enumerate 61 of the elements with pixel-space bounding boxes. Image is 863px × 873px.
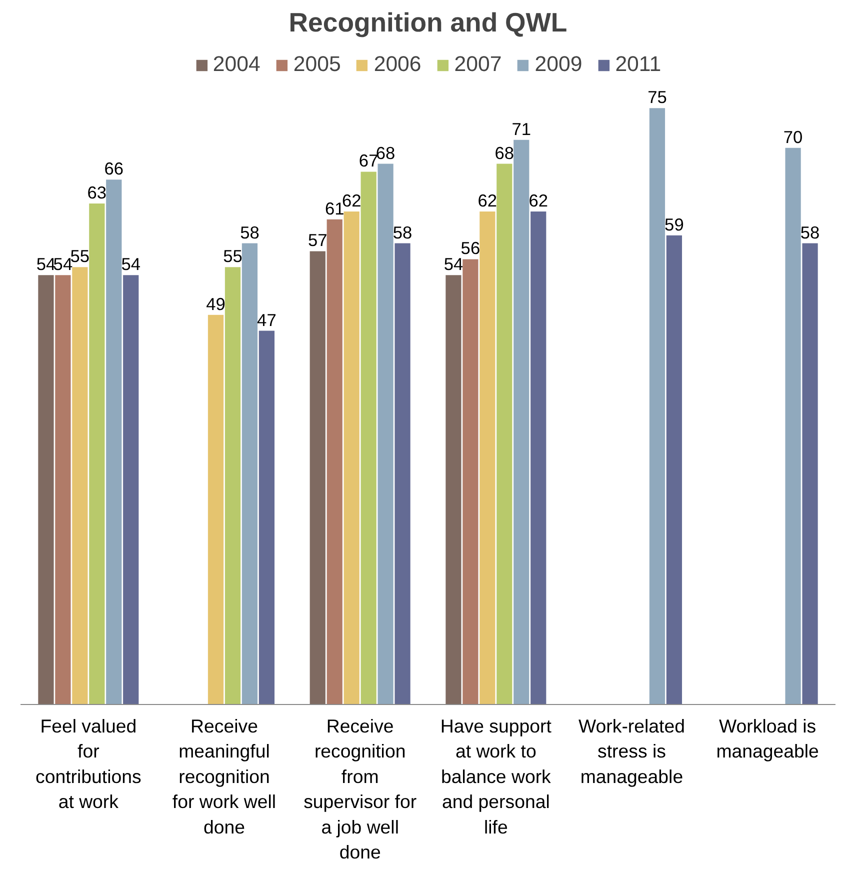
bar — [649, 108, 666, 704]
data-label: 62 — [528, 190, 548, 210]
data-label: 70 — [783, 126, 803, 147]
x-tick-label: Workload is manageable — [716, 716, 819, 762]
x-tick-label: Feel valued for contributions at work — [36, 716, 142, 812]
legend-label: 2011 — [615, 52, 662, 77]
data-label: 62 — [478, 190, 498, 210]
bar — [258, 330, 275, 704]
bar — [462, 259, 478, 704]
bar — [666, 235, 682, 704]
legend-label: 2005 — [293, 52, 341, 77]
bar — [38, 275, 54, 704]
data-label: 68 — [376, 142, 396, 163]
x-tick-label: Work-related stress is manageable — [578, 716, 685, 787]
bar — [224, 267, 241, 704]
data-label: 47 — [257, 310, 276, 330]
data-label: 54 — [444, 254, 464, 274]
bar — [496, 164, 512, 704]
data-label: 75 — [648, 87, 667, 108]
chart-title: Recognition and QWL — [288, 8, 568, 38]
bar — [378, 164, 394, 704]
bar — [72, 267, 88, 704]
data-label: 59 — [664, 214, 684, 234]
legend-label: 2004 — [212, 52, 260, 77]
bar — [242, 243, 258, 704]
x-tick-label: Have support at work to balance work and personal life — [440, 716, 552, 838]
legend-label: 2009 — [534, 52, 582, 77]
bar — [446, 275, 462, 704]
data-label: 63 — [87, 182, 107, 203]
bar — [106, 180, 122, 704]
bar — [514, 140, 530, 704]
bar — [394, 243, 410, 704]
data-label: 57 — [308, 230, 328, 250]
data-label: 62 — [342, 190, 362, 210]
data-label: 55 — [223, 246, 242, 266]
bar — [360, 172, 376, 704]
bar — [530, 211, 546, 704]
data-label: 68 — [494, 142, 514, 163]
data-label: 54 — [36, 254, 56, 274]
bar — [802, 243, 818, 704]
bar — [89, 204, 105, 704]
data-label: 71 — [512, 118, 532, 139]
legend-label: 2006 — [374, 52, 422, 77]
data-label: 54 — [121, 254, 141, 274]
bar — [785, 148, 801, 704]
x-tick-label: Receive meaningful recognition for work well done — [172, 716, 276, 838]
legend-label: 2007 — [454, 52, 502, 77]
bar — [344, 211, 360, 704]
data-label: 58 — [800, 222, 820, 242]
bar — [326, 219, 342, 704]
bar — [208, 314, 224, 704]
x-tick-label: Receive recognition from supervisor for a job well done — [304, 716, 417, 862]
bar — [480, 211, 496, 704]
data-label: 49 — [206, 294, 226, 314]
bar — [310, 251, 326, 704]
data-label: 56 — [460, 238, 480, 258]
data-label: 58 — [392, 222, 412, 242]
bar — [123, 275, 139, 704]
bar — [55, 275, 71, 704]
data-label: 66 — [104, 158, 124, 179]
data-label: 58 — [240, 222, 260, 242]
